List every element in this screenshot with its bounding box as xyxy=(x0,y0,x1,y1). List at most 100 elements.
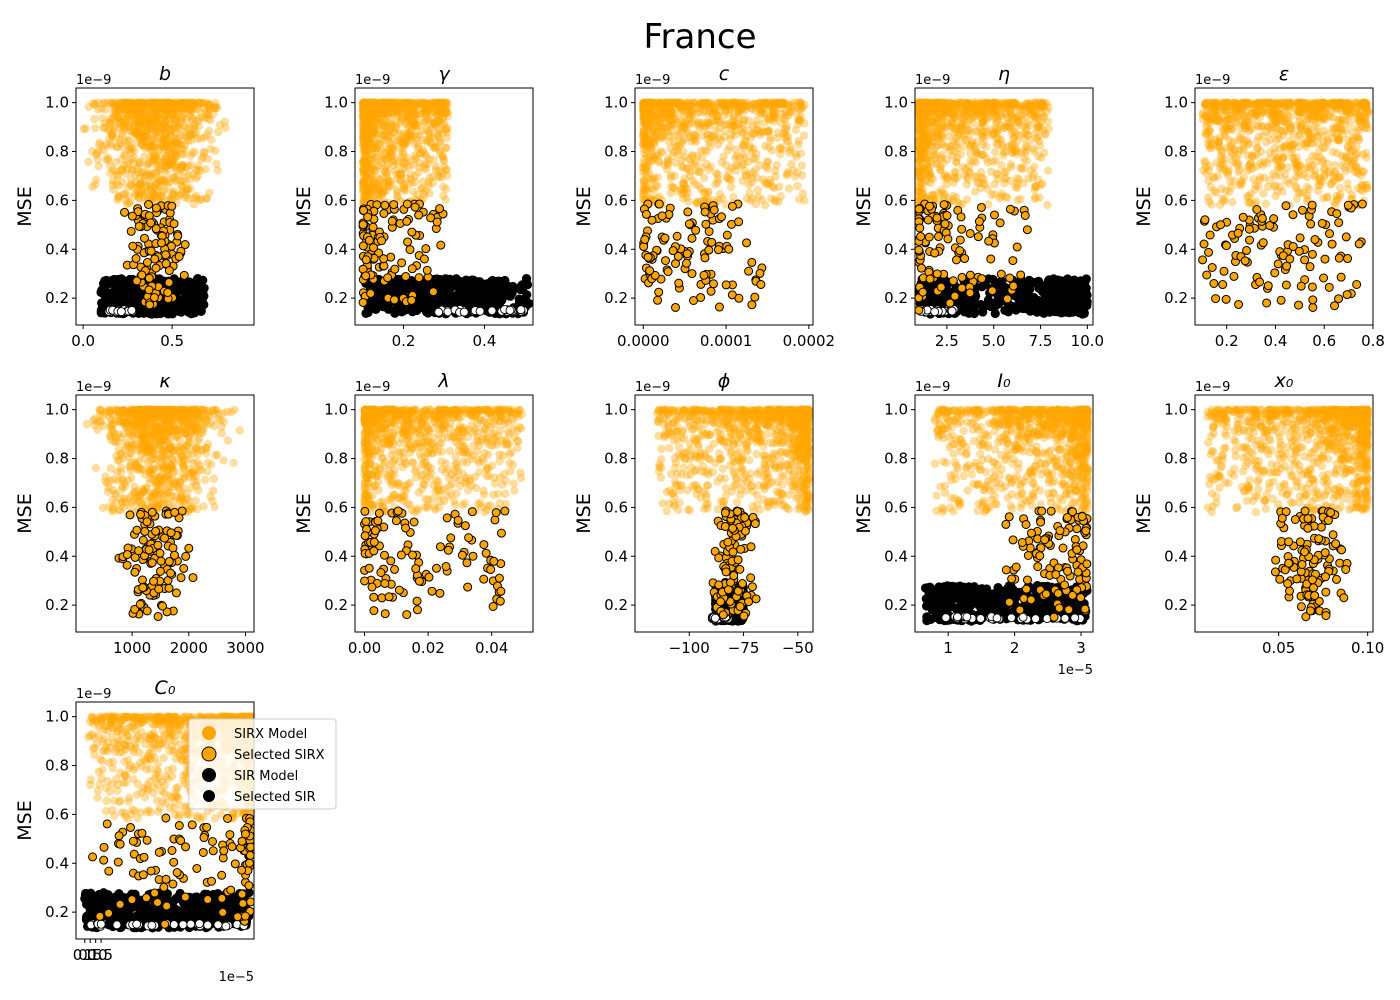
sirx-point xyxy=(362,159,371,169)
sirx-point xyxy=(386,177,395,186)
sirx-point xyxy=(761,200,770,210)
sirx-point xyxy=(771,197,780,206)
sir-point xyxy=(487,292,497,302)
sirx-point xyxy=(149,101,158,110)
sirx-point xyxy=(968,118,978,127)
sirx-point xyxy=(749,100,758,110)
sirx-point xyxy=(162,105,171,114)
sirx-point xyxy=(642,103,652,112)
sirx-point xyxy=(363,163,373,172)
sirx-point xyxy=(683,129,692,138)
sirx-point xyxy=(122,110,132,120)
sirx-point xyxy=(729,111,739,120)
sirx-point xyxy=(429,143,438,152)
sirx-point xyxy=(189,199,198,209)
sirx-point xyxy=(798,189,808,198)
sirx-point xyxy=(753,115,762,125)
sirx-point xyxy=(178,104,188,114)
sirx-point xyxy=(639,131,648,140)
sirx-point xyxy=(403,99,412,108)
sirx-point xyxy=(650,116,659,126)
sirx-point xyxy=(154,104,163,113)
sirx-point xyxy=(397,114,406,124)
sirx-point xyxy=(359,101,369,111)
sirx-point xyxy=(1021,99,1031,108)
sirx-point xyxy=(361,99,370,108)
sirx-point xyxy=(433,110,443,119)
sirx-point xyxy=(664,103,673,112)
sirx-point xyxy=(1022,156,1031,165)
sirx-point xyxy=(740,166,750,176)
sirx-point xyxy=(645,102,655,112)
sirx-point xyxy=(735,153,745,162)
sirx-point xyxy=(362,170,371,179)
sirx-point xyxy=(368,165,378,174)
sirx-point xyxy=(704,130,713,139)
sirx-point xyxy=(126,104,136,113)
sirx-point xyxy=(360,192,369,201)
sirx-point xyxy=(187,105,196,115)
sirx-point xyxy=(658,112,668,121)
sirx-point xyxy=(644,129,653,138)
sirx-point xyxy=(796,112,806,121)
sirx-point xyxy=(161,136,170,145)
sirx-point xyxy=(378,99,388,109)
sirx-point xyxy=(434,100,444,109)
sirx-point xyxy=(741,137,750,146)
sirx-point xyxy=(643,102,653,112)
sirx-point xyxy=(439,98,448,107)
sirx-point xyxy=(403,132,413,141)
sirx-point xyxy=(203,110,212,120)
sirx-point xyxy=(760,178,770,187)
sirx-point xyxy=(725,101,734,110)
sirx-point xyxy=(363,117,372,126)
sirx-point xyxy=(661,99,670,109)
sirx-point xyxy=(422,108,431,118)
sirx-point xyxy=(755,127,765,137)
sirx-point xyxy=(187,129,196,139)
sirx-point xyxy=(687,119,697,128)
sirx-point xyxy=(169,98,178,108)
sirx-point xyxy=(759,128,768,137)
sirx-point xyxy=(399,185,409,195)
sirx-point xyxy=(720,132,729,142)
sirx-point xyxy=(681,98,691,107)
sirx-point xyxy=(703,130,712,139)
sirx-point xyxy=(88,99,98,108)
sirx-point xyxy=(719,111,729,120)
sirx-point xyxy=(359,182,368,191)
sirx-point xyxy=(657,134,666,143)
sirx-point xyxy=(650,110,659,119)
sirx-point xyxy=(369,106,379,116)
sirx-point xyxy=(714,196,724,205)
sirx-point xyxy=(178,161,187,170)
sirx-point xyxy=(413,145,423,154)
sirx-point xyxy=(664,119,673,129)
sirx-point xyxy=(705,118,715,128)
sirx-point xyxy=(202,194,211,203)
sirx-point xyxy=(364,133,373,142)
sir-point xyxy=(496,285,506,295)
sirx-point xyxy=(710,135,720,144)
sirx-point xyxy=(179,135,189,145)
sirx-point xyxy=(378,108,387,118)
sirx-point xyxy=(172,129,181,139)
sirx-point xyxy=(186,160,195,169)
sirx-point xyxy=(154,145,164,154)
sirx-point xyxy=(165,160,174,169)
sirx-point xyxy=(397,104,406,114)
sirx-point xyxy=(402,99,411,109)
sirx-point xyxy=(673,102,683,112)
sirx-point xyxy=(159,112,168,121)
sirx-point xyxy=(128,99,138,108)
sirx-point xyxy=(361,128,370,137)
sirx-point xyxy=(763,157,773,167)
sirx-point xyxy=(781,133,790,142)
sirx-point xyxy=(379,98,389,108)
sirx-point xyxy=(387,99,397,108)
sirx-point xyxy=(358,103,368,113)
sirx-point xyxy=(645,98,654,108)
sirx-point xyxy=(164,156,174,165)
sirx-point xyxy=(722,98,732,107)
sirx-point xyxy=(147,116,156,125)
